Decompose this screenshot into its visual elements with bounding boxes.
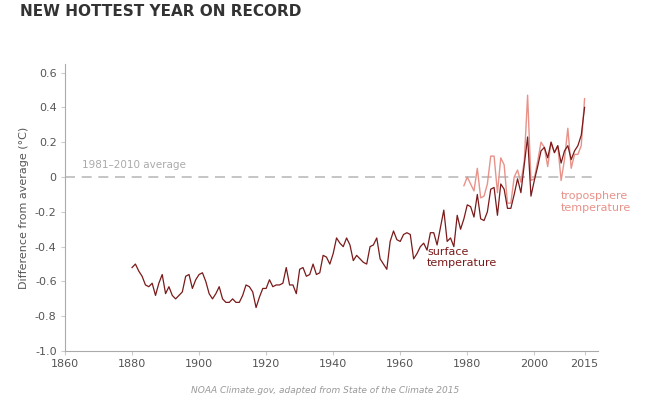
Text: troposphere
temperature: troposphere temperature — [561, 191, 631, 213]
Text: 1981–2010 average: 1981–2010 average — [82, 160, 186, 170]
Y-axis label: Difference from average (°C): Difference from average (°C) — [20, 126, 29, 288]
Text: surface
temperature: surface temperature — [427, 247, 497, 268]
Text: NEW HOTTEST YEAR ON RECORD: NEW HOTTEST YEAR ON RECORD — [20, 4, 301, 19]
Text: NOAA Climate.gov, adapted from State of the Climate 2015: NOAA Climate.gov, adapted from State of … — [191, 386, 459, 395]
